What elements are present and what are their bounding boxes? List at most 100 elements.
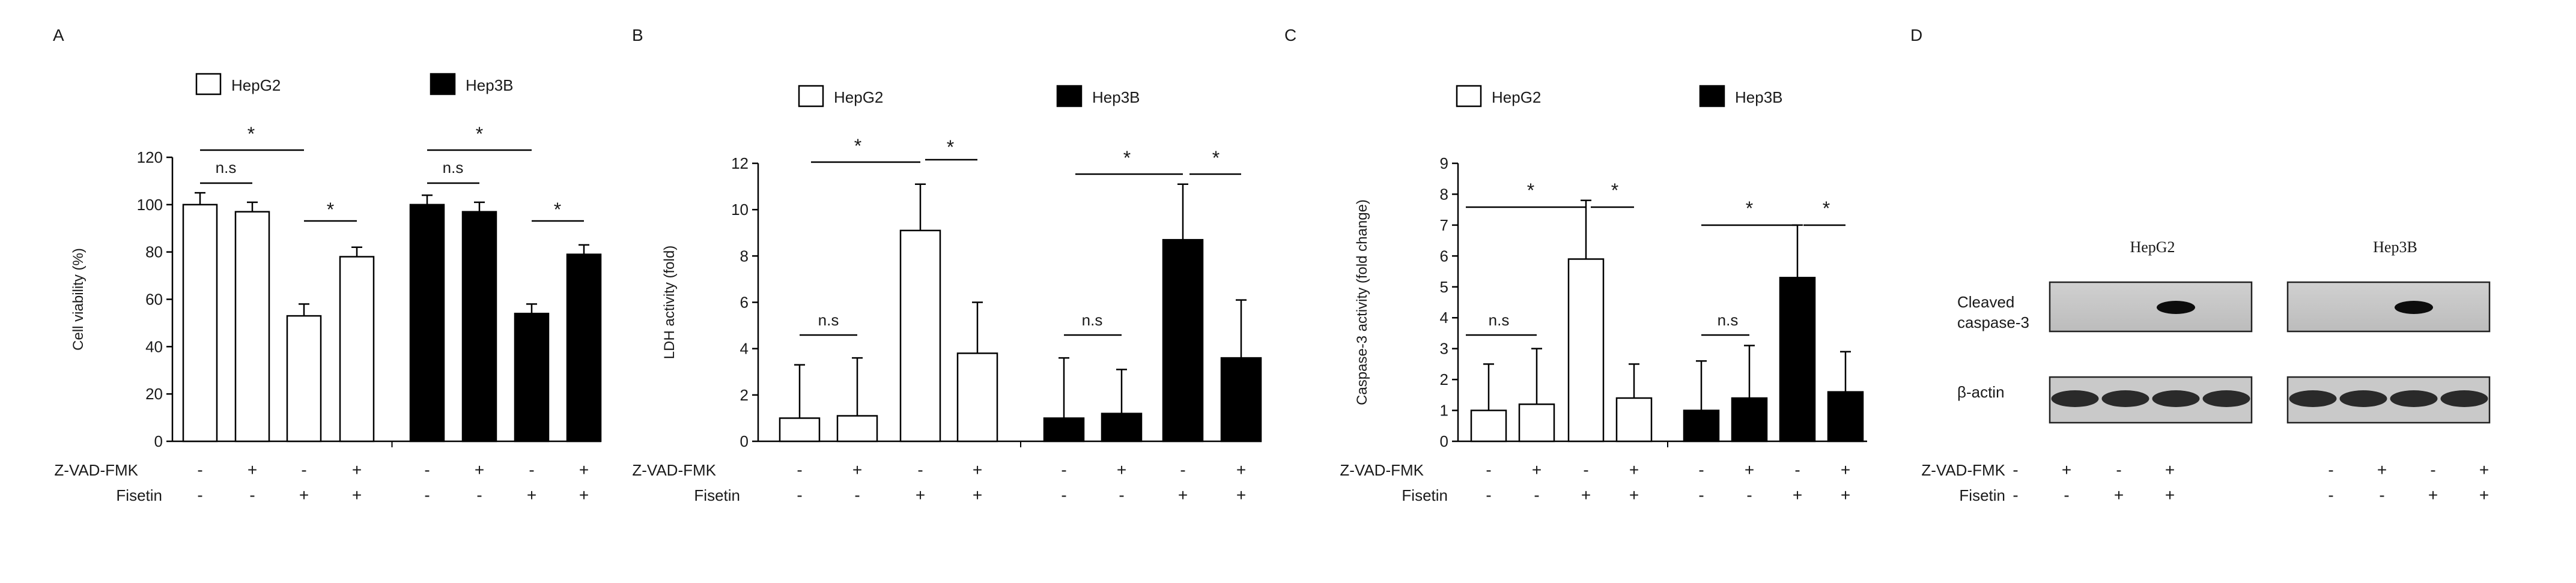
sign-fisetin: +: [1581, 486, 1591, 504]
sign-zvad: +: [1532, 461, 1542, 479]
blot-sign-zvad: -: [2328, 461, 2333, 479]
bar-hepg2-4: [956, 352, 998, 443]
bar-hepg2-3: [286, 315, 322, 443]
legend-swatch-hepg2: [798, 85, 824, 107]
blot-sign-zvad: -: [2012, 461, 2018, 479]
sign-fisetin: +: [1236, 486, 1246, 504]
western-blot-panel-d: HepG2 Hep3B Cleaved caspase-3 β-actin Z-VAD-F…: [1921, 238, 2491, 504]
blot-row-label-fisetin: Fisetin: [1959, 486, 2005, 504]
y-tick-label: 0: [1440, 432, 1448, 450]
band-beta-actin: [2339, 390, 2387, 407]
blot-sign-fisetin: -: [2379, 486, 2384, 504]
blot-strip-caspase-hep3b: [2286, 281, 2491, 333]
sign-zvad: +: [475, 461, 484, 479]
y-tick-label: 6: [740, 294, 749, 312]
band-beta-actin: [2440, 390, 2488, 407]
y-tick-label: 120: [137, 148, 163, 166]
sign-zvad: -: [1180, 461, 1185, 479]
blot-sign-fisetin: -: [2328, 486, 2333, 504]
y-tick-label: 1: [1440, 402, 1448, 420]
bar-hep3b-4: [1220, 357, 1262, 443]
sign-fisetin: -: [197, 486, 202, 504]
bar-hep3b-3: [1162, 239, 1204, 443]
y-tick-label: 8: [1440, 185, 1448, 203]
sign-fisetin: +: [916, 486, 925, 504]
y-tick-label: 0: [740, 432, 749, 450]
sign-fisetin: -: [1534, 486, 1539, 504]
y-tick-label: 3: [1440, 340, 1448, 358]
ns-label: n.s: [1489, 311, 1510, 329]
sign-fisetin: +: [579, 486, 589, 504]
sign-zvad: -: [1794, 461, 1800, 479]
y-tick-label: 80: [145, 243, 163, 261]
legend-label-hep3b: Hep3B: [466, 76, 514, 94]
bar-hepg2-3: [1567, 258, 1605, 443]
y-tick-label: 40: [145, 337, 163, 355]
sign-zvad: +: [1745, 461, 1754, 479]
blot-sign-zvad: +: [2377, 461, 2387, 479]
ns-label: n.s: [818, 311, 839, 329]
bar-hep3b-1: [1043, 417, 1085, 443]
significance-star: *: [947, 136, 954, 158]
sign-fisetin: -: [854, 486, 860, 504]
y-tick-label: 9: [1440, 154, 1448, 172]
y-tick-label: 2: [740, 386, 749, 404]
sign-fisetin: +: [299, 486, 309, 504]
sign-zvad: -: [797, 461, 802, 479]
blot-cell-line-hep3b: Hep3B: [2373, 238, 2417, 256]
chart-panel-b: HepG2 Hep3B 0 2 4 6 8 10 12 LDH activity (fold) n.…: [632, 85, 1262, 504]
sign-zvad: +: [352, 461, 362, 479]
band-beta-actin: [2289, 390, 2337, 407]
band-beta-actin: [2101, 390, 2149, 407]
significance-star: *: [1611, 180, 1618, 201]
bar-hep3b-4: [1827, 391, 1864, 443]
row-label-zvad: Z-VAD-FMK: [1340, 461, 1424, 479]
sign-zvad: -: [917, 461, 923, 479]
y-tick-label: 10: [731, 201, 749, 219]
bar-hepg2-1: [182, 204, 218, 443]
y-tick-label: 6: [1440, 247, 1448, 265]
sign-zvad: +: [852, 461, 862, 479]
sign-zvad: +: [973, 461, 982, 479]
bar-hepg2-3: [899, 229, 941, 443]
significance-star: *: [476, 123, 483, 145]
sign-zvad: -: [301, 461, 306, 479]
legend-label-hep3b: Hep3B: [1735, 88, 1783, 106]
sign-zvad: -: [529, 461, 534, 479]
legend-swatch-hepg2: [195, 73, 222, 95]
bar-hepg2-1: [779, 417, 821, 443]
sign-fisetin: +: [527, 486, 536, 504]
panel-letter-b: B: [632, 26, 643, 44]
sign-fisetin: +: [1178, 486, 1188, 504]
bar-hep3b-1: [409, 204, 445, 443]
y-tick-label: 0: [154, 432, 163, 450]
blot-sign-fisetin: +: [2428, 486, 2438, 504]
bar-hep3b-1: [1683, 409, 1720, 443]
significance-star: *: [1212, 147, 1220, 169]
band-beta-actin: [2390, 390, 2438, 407]
sign-fisetin: +: [1793, 486, 1802, 504]
row-label-zvad: Z-VAD-FMK: [54, 461, 138, 479]
blot-row-label-actin: β-actin: [1957, 383, 2005, 401]
blot-cell-line-hepg2: HepG2: [2130, 238, 2175, 256]
bar-hepg2-2: [1518, 403, 1555, 443]
sign-fisetin: +: [1629, 486, 1639, 504]
blot-strip-caspase-hepg2: [2049, 281, 2253, 333]
band-cleaved-caspase-3: [2395, 301, 2433, 314]
sign-zvad: +: [1629, 461, 1639, 479]
y-tick-label: 12: [731, 154, 749, 172]
y-tick-label: 2: [1440, 370, 1448, 388]
blot-sign-zvad: -: [2430, 461, 2435, 479]
y-axis-label: Caspase-3 activity (fold change): [1354, 199, 1370, 405]
significance-star: *: [327, 199, 334, 220]
sign-zvad: -: [1061, 461, 1066, 479]
sign-fisetin: -: [424, 486, 430, 504]
sign-fisetin: -: [1061, 486, 1066, 504]
sign-zvad: +: [1117, 461, 1126, 479]
legend-label-hepg2: HepG2: [1492, 88, 1541, 106]
sign-fisetin: -: [1746, 486, 1752, 504]
significance-star: *: [248, 123, 255, 145]
sign-zvad: +: [248, 461, 257, 479]
blot-sign-zvad: +: [2165, 461, 2175, 479]
